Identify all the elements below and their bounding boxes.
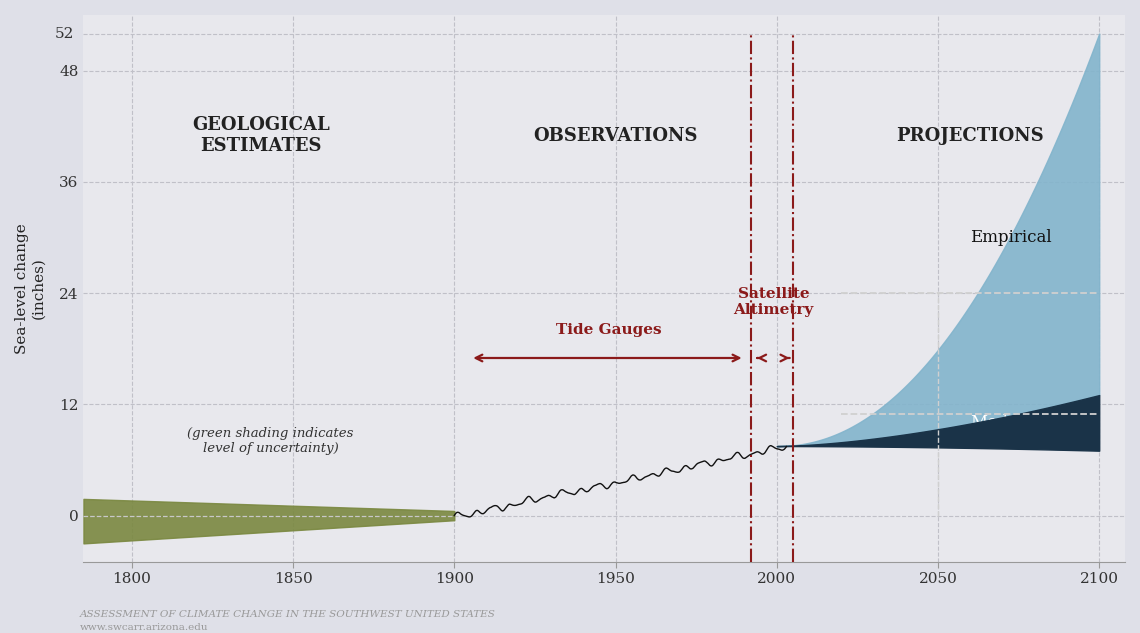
Text: ASSESSMENT OF CLIMATE CHANGE IN THE SOUTHWEST UNITED STATES: ASSESSMENT OF CLIMATE CHANGE IN THE SOUT…: [80, 610, 496, 619]
Text: OBSERVATIONS: OBSERVATIONS: [534, 127, 698, 144]
Text: (green shading indicates
level of uncertainty): (green shading indicates level of uncert…: [187, 427, 353, 455]
Text: GEOLOGICAL
ESTIMATES: GEOLOGICAL ESTIMATES: [192, 116, 329, 155]
Text: Model: Model: [970, 415, 1024, 431]
Text: PROJECTIONS: PROJECTIONS: [896, 127, 1044, 144]
Text: Satellite
Altimetry: Satellite Altimetry: [733, 287, 814, 318]
Text: www.swcarr.arizona.edu: www.swcarr.arizona.edu: [80, 623, 209, 632]
Text: Empirical: Empirical: [970, 229, 1052, 246]
Text: Tide Gauges: Tide Gauges: [556, 323, 662, 337]
Y-axis label: Sea-level change
(inches): Sea-level change (inches): [15, 223, 46, 354]
Text: 52: 52: [55, 27, 74, 41]
